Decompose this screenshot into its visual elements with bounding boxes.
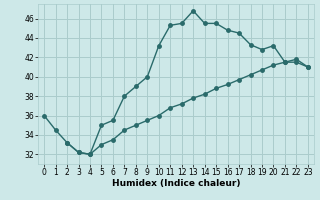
X-axis label: Humidex (Indice chaleur): Humidex (Indice chaleur) [112,179,240,188]
